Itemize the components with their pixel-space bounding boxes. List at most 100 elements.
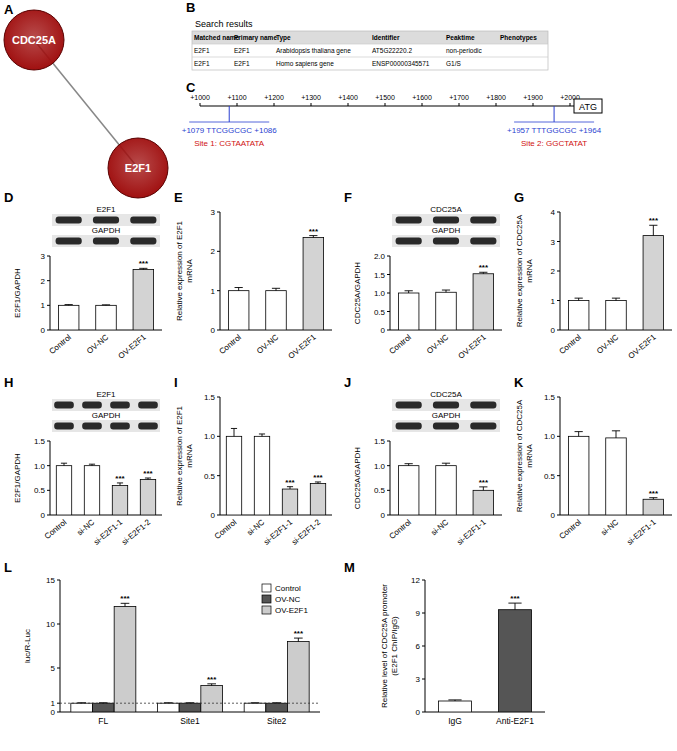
x-tick-label: si-E2F1-2 — [120, 517, 153, 547]
y-tick-label: 0.5 — [374, 486, 386, 495]
y-axis-label: E2F1/GAPDH — [13, 453, 22, 503]
x-tick-label: Site2 — [267, 716, 287, 726]
bar — [606, 301, 627, 331]
x-tick-label: OV-E2F1 — [457, 332, 488, 360]
error-bar — [405, 464, 413, 466]
panel-label: K — [514, 375, 524, 390]
site-bracket — [189, 122, 269, 123]
y-tick-label: 1 — [211, 287, 216, 296]
table-header-bg — [192, 31, 548, 44]
blot-band — [93, 238, 119, 245]
legend-label: OV-E2F1 — [275, 606, 308, 615]
significance: *** — [294, 629, 304, 638]
y-tick — [57, 668, 60, 669]
y-tick — [387, 330, 390, 331]
error-bar — [207, 684, 216, 686]
x-tick-label: Control — [213, 517, 239, 541]
error-bar — [235, 288, 243, 291]
y-tick — [557, 436, 560, 437]
bar — [254, 436, 269, 515]
blot-band — [138, 402, 158, 409]
bar — [114, 606, 136, 712]
promoter-tick — [385, 103, 386, 106]
bar — [606, 438, 627, 515]
y-axis-label: mRNA — [525, 444, 534, 468]
bar — [84, 466, 99, 515]
y-tick — [47, 465, 50, 466]
bar — [71, 703, 93, 712]
y-axis-label: (E2F1 ChIP/IgG) — [390, 616, 399, 676]
y-tick — [217, 251, 220, 252]
blot-label: E2F1 — [96, 390, 116, 399]
x-tick-label: OV-NC — [255, 332, 280, 355]
bar — [179, 703, 201, 712]
x-tick-label: OV-NC — [425, 332, 450, 355]
table-header: Primary name — [234, 34, 277, 42]
error-bar — [315, 482, 321, 484]
table-header: Peaktime — [446, 34, 475, 41]
chart: 00.51.01.5Relative expression of CDC25Am… — [515, 393, 672, 547]
table-cell: E2F1 — [234, 60, 250, 67]
table-rule — [192, 44, 548, 45]
y-tick — [47, 280, 50, 281]
blot-band — [433, 423, 459, 430]
x-tick-label: si-E2F1-1 — [262, 517, 295, 547]
blot-band — [396, 423, 422, 430]
error-bar — [287, 487, 293, 489]
marks — [398, 463, 493, 515]
significance: *** — [479, 478, 489, 487]
y-tick-label: 12 — [411, 576, 420, 585]
y-tick-label: 10 — [46, 620, 55, 629]
error-bar — [65, 304, 73, 306]
y-tick — [217, 397, 220, 398]
error-bar — [442, 290, 450, 292]
x-tick-label: Control — [387, 517, 413, 541]
y-tick-label: 1.5 — [374, 271, 386, 280]
blot-membrane — [52, 235, 160, 247]
chart: 01234Relative expression of CDC25AmRNA**… — [515, 208, 672, 361]
y-tick-label: 1.0 — [204, 432, 216, 441]
y-axis-label: mRNA — [185, 444, 194, 468]
y-tick — [387, 274, 390, 275]
blot-band — [110, 402, 130, 409]
error-bar — [231, 428, 237, 436]
blot-band — [470, 423, 496, 430]
y-tick — [47, 330, 50, 331]
significance: *** — [313, 473, 323, 482]
blot-band — [56, 217, 82, 224]
significance: *** — [207, 675, 217, 684]
blot-band — [93, 217, 119, 224]
promoter-tick — [496, 103, 497, 106]
panel-label: A — [4, 2, 14, 17]
bar — [398, 293, 419, 330]
y-tick-label: 1.5 — [204, 393, 216, 402]
site-label: Site 1: CGTAATATA — [194, 139, 265, 148]
significance: *** — [285, 478, 295, 487]
y-tick — [217, 290, 220, 291]
y-tick — [557, 300, 560, 301]
bar — [158, 703, 180, 712]
blot-membrane — [52, 214, 160, 226]
error-bar — [442, 463, 450, 465]
chart: 00.51.01.5Relative expression of E2F1mRN… — [175, 393, 332, 547]
promoter-tick-label: +1000 — [190, 94, 210, 101]
bar — [56, 466, 71, 515]
table-cell: G1/S — [446, 60, 461, 67]
bar — [439, 701, 472, 712]
error-bar — [145, 478, 151, 479]
reference-line — [60, 703, 320, 704]
y-tick — [557, 212, 560, 213]
table-cell: AT5G22220.2 — [372, 47, 412, 54]
y-tick-label: 1.0 — [544, 432, 556, 441]
significance: *** — [649, 489, 659, 498]
x-tick-label: Control — [557, 517, 583, 541]
blot-band — [396, 238, 422, 245]
error-bar — [479, 272, 487, 273]
error-bar — [479, 487, 487, 490]
x-tick-label: Control — [557, 332, 583, 356]
x-tick-label: si-NC — [75, 517, 96, 537]
blot-band — [433, 238, 459, 245]
table-title: Search results — [195, 19, 253, 29]
bar — [288, 642, 310, 712]
promoter-tick — [348, 103, 349, 106]
